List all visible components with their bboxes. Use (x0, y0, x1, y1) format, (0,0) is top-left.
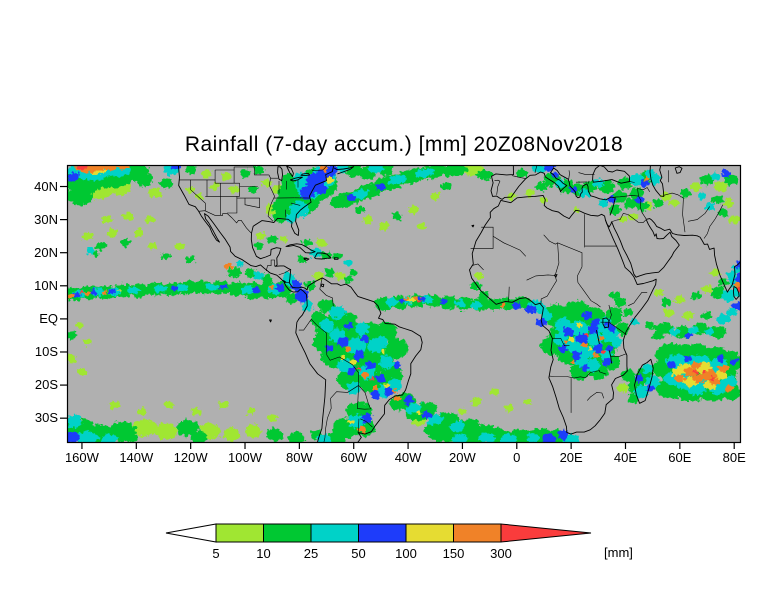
lat-tick-label: 40N (34, 178, 58, 194)
lon-tick-label: 40W (394, 450, 422, 465)
colorbar-tick-label: 100 (395, 546, 417, 561)
colorbar-segment (310, 523, 359, 543)
lon-tick-label: 140W (119, 450, 154, 465)
colorbar-tick-label: 5 (212, 546, 219, 561)
lat-tick-label: 20S (34, 377, 58, 393)
lon-tick-label: 60W (340, 450, 368, 465)
colorbar-segment (215, 523, 264, 543)
lat-tick-label: 10S (34, 343, 58, 359)
map-frame (66, 164, 742, 444)
colorbar-segment (263, 523, 312, 543)
lat-tick-label: 30N (34, 211, 58, 227)
colorbar: 5 10 25 50 100 150 300 (165, 523, 592, 561)
lon-tick-label: 80E (722, 450, 746, 465)
lon-tick-label: 160W (64, 450, 99, 465)
colorbar-segment (358, 523, 407, 543)
colorbar-tick-label: 10 (256, 546, 270, 561)
lon-tick-label: 20E (559, 450, 583, 465)
world-rainfall-map (60, 164, 742, 449)
lat-tick-label: 30S (34, 410, 58, 426)
colorbar-unit-label: [mm] (604, 545, 633, 560)
coastlines (177, 165, 741, 443)
lon-tick-label: 120W (173, 450, 208, 465)
lon-tick-label: 100W (228, 450, 262, 465)
lon-tick-label: 80W (285, 450, 313, 465)
lat-tick-label: 20N (34, 244, 58, 260)
lat-tick-label: EQ (39, 310, 58, 326)
rainfall-field (67, 165, 741, 443)
colorbar-tick-label: 25 (304, 546, 318, 561)
colorbar-tick-label: 50 (351, 546, 365, 561)
lon-tick-label: 0 (513, 450, 521, 465)
colorbar-left-arrow (165, 523, 217, 543)
colorbar-segment (405, 523, 454, 543)
colorbar-tick-label: 300 (490, 546, 512, 561)
colorbar-right-arrow (500, 523, 592, 543)
lon-tick-label: 60E (668, 450, 692, 465)
lat-tick-label: 10N (34, 277, 58, 293)
lon-tick-label: 20W (449, 450, 476, 465)
colorbar-tick-label: 150 (443, 546, 465, 561)
lon-tick-label: 40E (613, 450, 638, 465)
colorbar-segment (453, 523, 502, 543)
figure-title: Rainfall (7-day accum.) [mm] 20Z08Nov201… (184, 133, 624, 156)
axis-ticks (60, 185, 735, 449)
